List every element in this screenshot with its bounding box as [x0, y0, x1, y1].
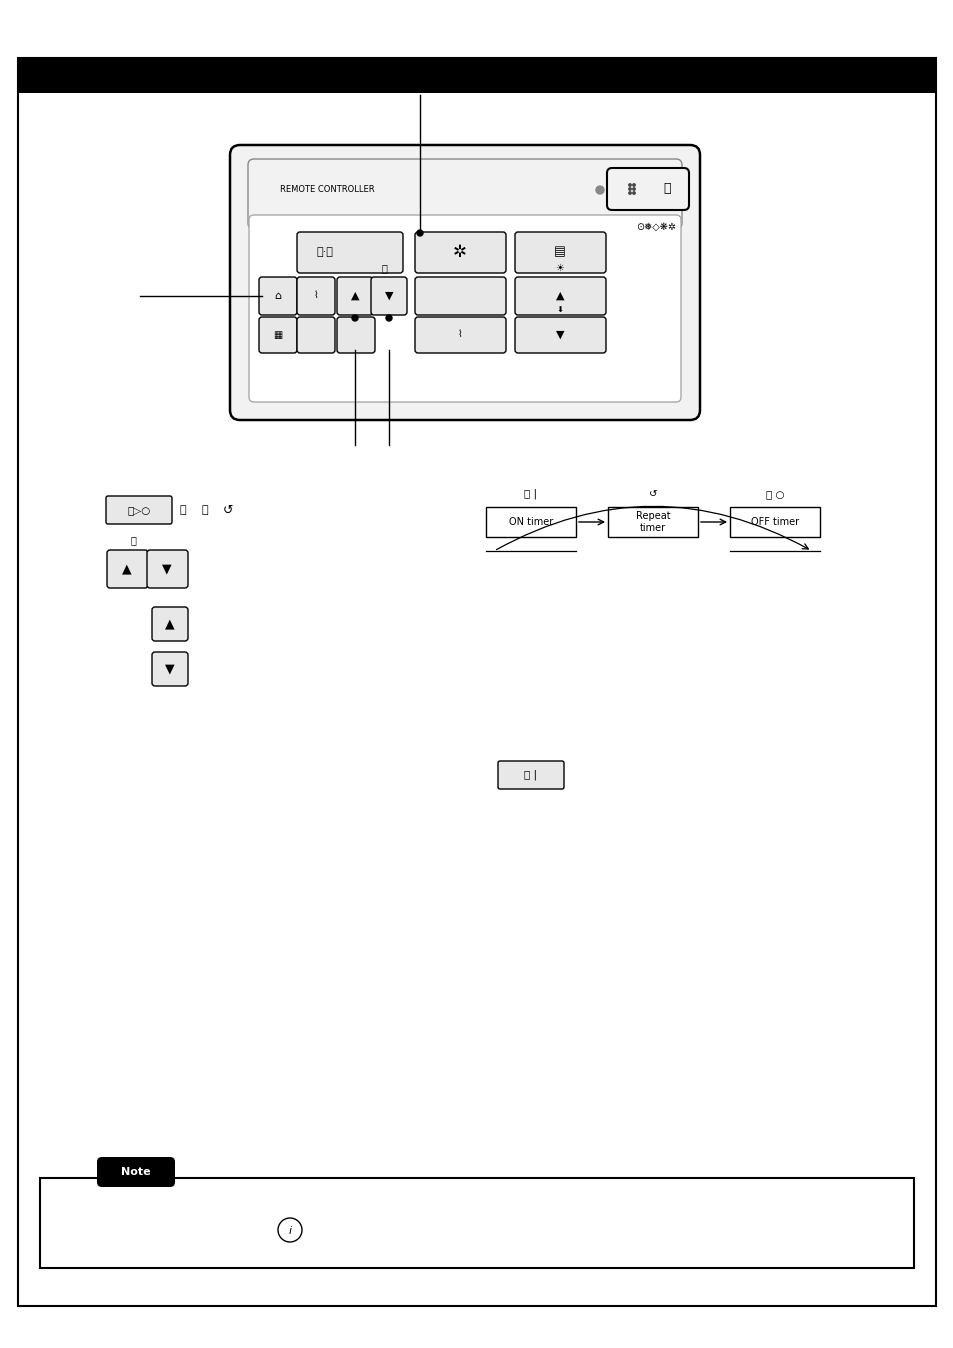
Text: ▲: ▲	[165, 617, 174, 631]
Text: ✲: ✲	[453, 243, 466, 262]
FancyBboxPatch shape	[147, 550, 188, 588]
FancyBboxPatch shape	[152, 607, 188, 642]
Text: ⏱: ⏱	[130, 535, 135, 545]
Text: ▲: ▲	[122, 562, 132, 576]
Text: ⏻: ⏻	[662, 182, 670, 195]
Text: ⌂: ⌂	[274, 291, 281, 301]
Text: ⏱·⏻: ⏱·⏻	[316, 247, 334, 257]
Circle shape	[628, 187, 631, 190]
Circle shape	[352, 315, 357, 321]
Text: ↺: ↺	[222, 504, 233, 516]
Text: ▼: ▼	[556, 330, 564, 340]
Text: ON timer: ON timer	[508, 518, 553, 527]
Text: ⌇: ⌇	[457, 330, 462, 340]
FancyBboxPatch shape	[296, 232, 402, 274]
Text: ↺: ↺	[648, 489, 657, 499]
Text: ▼: ▼	[384, 291, 393, 301]
Circle shape	[632, 191, 635, 194]
Bar	[18, 58, 935, 93]
Text: Note: Note	[121, 1167, 151, 1177]
Text: ▲: ▲	[556, 291, 564, 301]
FancyBboxPatch shape	[152, 652, 188, 686]
Text: ▦: ▦	[274, 330, 282, 340]
Text: ⏱: ⏱	[380, 263, 387, 274]
FancyBboxPatch shape	[230, 146, 700, 421]
FancyBboxPatch shape	[497, 762, 563, 789]
Circle shape	[386, 315, 392, 321]
Text: ▼: ▼	[165, 662, 174, 675]
Circle shape	[416, 231, 422, 236]
Bar	[607, 507, 698, 537]
Circle shape	[596, 186, 603, 194]
Text: REMOTE CONTROLLER: REMOTE CONTROLLER	[280, 186, 375, 194]
Text: ▲: ▲	[351, 291, 359, 301]
Circle shape	[277, 1219, 302, 1242]
Text: ⏱ |: ⏱ |	[524, 489, 537, 499]
Text: i: i	[288, 1225, 292, 1236]
Text: Repeat
timer: Repeat timer	[635, 511, 670, 532]
Text: ⬇: ⬇	[556, 306, 563, 314]
FancyBboxPatch shape	[515, 232, 605, 274]
FancyBboxPatch shape	[258, 317, 296, 353]
Text: OFF timer: OFF timer	[750, 518, 799, 527]
Text: ▤: ▤	[554, 245, 565, 259]
Bar	[40, 1178, 913, 1268]
Text: ⏱ ○: ⏱ ○	[765, 489, 783, 499]
Text: ⏱: ⏱	[179, 506, 186, 515]
Text: ☀: ☀	[555, 263, 564, 274]
Bar	[729, 507, 820, 537]
Circle shape	[632, 187, 635, 190]
FancyBboxPatch shape	[296, 276, 335, 315]
FancyBboxPatch shape	[371, 276, 407, 315]
FancyBboxPatch shape	[336, 317, 375, 353]
Circle shape	[628, 191, 631, 194]
Text: ⌇: ⌇	[314, 291, 318, 301]
Text: ⊙❅◇❋✲: ⊙❅◇❋✲	[636, 222, 676, 232]
FancyBboxPatch shape	[97, 1157, 174, 1188]
Text: ⏻: ⏻	[201, 506, 208, 515]
Text: ⏱▷○: ⏱▷○	[128, 506, 151, 515]
Circle shape	[628, 183, 631, 186]
FancyBboxPatch shape	[515, 317, 605, 353]
FancyBboxPatch shape	[415, 317, 505, 353]
Text: ⏱ |: ⏱ |	[524, 770, 537, 780]
FancyBboxPatch shape	[515, 276, 605, 315]
FancyBboxPatch shape	[606, 168, 688, 210]
FancyBboxPatch shape	[249, 214, 680, 402]
Circle shape	[632, 183, 635, 186]
Text: ▼: ▼	[162, 562, 172, 576]
FancyBboxPatch shape	[415, 232, 505, 274]
FancyBboxPatch shape	[296, 317, 335, 353]
FancyBboxPatch shape	[107, 550, 148, 588]
FancyBboxPatch shape	[336, 276, 373, 315]
FancyBboxPatch shape	[106, 496, 172, 524]
FancyBboxPatch shape	[248, 159, 681, 229]
FancyBboxPatch shape	[258, 276, 296, 315]
FancyBboxPatch shape	[415, 276, 505, 315]
Bar	[485, 507, 576, 537]
